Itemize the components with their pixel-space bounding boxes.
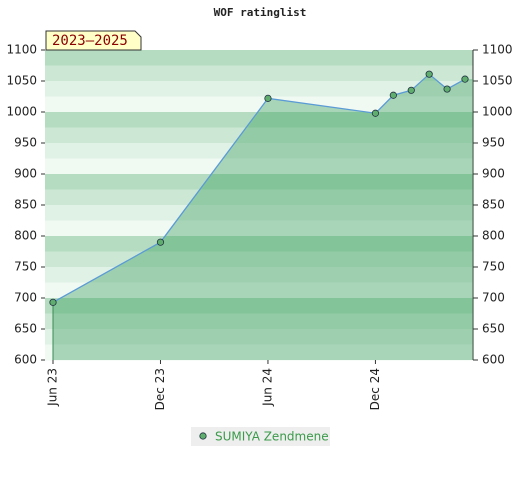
plot-background: [45, 50, 473, 361]
stripe: [45, 189, 473, 206]
legend-box: [191, 427, 330, 446]
x-tick-label: Jun 23: [46, 368, 60, 407]
area-fill: [53, 74, 473, 361]
x-tick-label: Jun 24: [260, 368, 274, 407]
y-tick-label: 700: [14, 291, 37, 305]
stripe: [45, 96, 473, 113]
legend-marker: [199, 432, 207, 440]
point: [49, 298, 57, 306]
y2-tick-label: 600: [482, 353, 505, 367]
point: [371, 109, 380, 117]
stripe: [45, 65, 473, 82]
stripe: [45, 220, 473, 237]
y2-tick-label: 850: [482, 198, 505, 212]
stripe: [45, 127, 473, 144]
stripe: [45, 329, 473, 345]
stripe: [45, 50, 473, 66]
point: [425, 70, 433, 78]
point: [156, 238, 165, 246]
badge-box: [45, 30, 142, 51]
stripe: [45, 267, 473, 283]
stripe: [45, 112, 473, 128]
y-tick-label: 850: [14, 198, 37, 212]
stripe: [45, 313, 473, 330]
y2-tick-label: 1100: [482, 43, 513, 57]
x-tick-label: Dec 23: [153, 368, 167, 410]
y2-tick-label: 950: [482, 136, 505, 150]
y-tick-label: 800: [14, 229, 37, 243]
x-tick-label: Dec 24: [368, 368, 382, 410]
point: [407, 86, 415, 94]
y2-tick-label: 1000: [482, 105, 513, 119]
stripe: [45, 282, 473, 299]
stripe: [45, 236, 473, 252]
y2-tick-label: 650: [482, 322, 505, 336]
stripe: [45, 344, 473, 361]
y-tick-label: 600: [14, 353, 37, 367]
point: [443, 85, 451, 93]
stripe: [45, 251, 473, 268]
point: [389, 91, 397, 99]
chart-title: WOF ratinglist: [214, 6, 307, 19]
stripe: [45, 298, 473, 314]
point: [461, 75, 469, 83]
y-tick-label: 1100: [6, 43, 37, 57]
y2-tick-label: 750: [482, 260, 505, 274]
legend-label: SUMIYA Zendmene: [215, 430, 329, 444]
stripe: [45, 158, 473, 175]
y-tick-label: 750: [14, 260, 37, 274]
y-tick-label: 650: [14, 322, 37, 336]
stripe: [45, 174, 473, 190]
y2-tick-label: 1050: [482, 74, 513, 88]
y2-tick-label: 700: [482, 291, 505, 305]
y2-tick-label: 900: [482, 167, 505, 181]
y-tick-label: 1050: [6, 74, 37, 88]
badge-label: 2023–2025: [52, 33, 128, 49]
y-tick-label: 1000: [6, 105, 37, 119]
stripe: [45, 81, 473, 97]
stripe: [45, 205, 473, 221]
point: [264, 94, 272, 102]
y2-tick-label: 800: [482, 229, 505, 243]
y-tick-label: 950: [14, 136, 37, 150]
y-tick-label: 900: [14, 167, 37, 181]
stripe: [45, 143, 473, 159]
